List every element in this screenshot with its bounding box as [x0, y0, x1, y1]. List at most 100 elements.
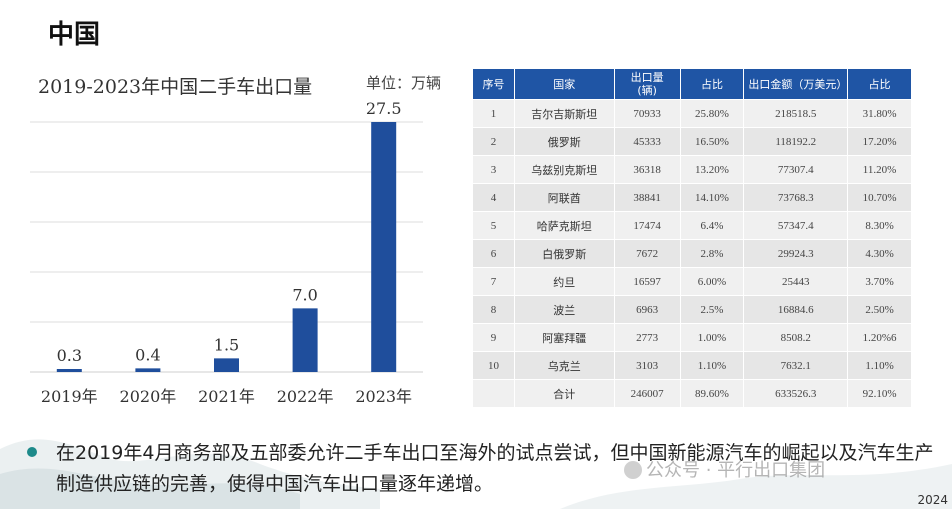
cell-volume-share: 2.5% [679, 295, 745, 324]
cell-volume-share: 6.00% [679, 267, 745, 296]
cell-amount-share: 2.50% [847, 295, 912, 324]
cell-amount: 633526.3 [743, 379, 849, 408]
table-header-row: 序号 国家 出口量 (辆) 占比 出口金额（万美元） 占比 [472, 68, 912, 100]
cell-country: 乌兹别克斯坦 [513, 155, 615, 184]
cell-amount: 8508.2 [743, 323, 849, 352]
cell-index: 10 [472, 351, 515, 380]
cell-amount: 218518.5 [743, 99, 849, 128]
cell-index: 1 [472, 99, 515, 128]
table-row: 3 乌兹别克斯坦 36318 13.20% 77307.4 11.20% [472, 155, 912, 184]
export-table: 序号 国家 出口量 (辆) 占比 出口金额（万美元） 占比 1 吉尔吉斯斯坦 709… [472, 68, 912, 408]
bar-2023年 [371, 122, 397, 372]
table-row: 9 阿塞拜疆 2773 1.00% 8508.2 1.20%6 [472, 323, 912, 352]
cell-country: 白俄罗斯 [513, 239, 615, 268]
cell-volume: 246007 [613, 379, 681, 408]
table-row: 4 阿联酋 38841 14.10% 73768.3 10.70% [472, 183, 912, 212]
cell-amount: 73768.3 [743, 183, 849, 212]
table-row: 1 吉尔吉斯斯坦 70933 25.80% 218518.5 31.80% [472, 99, 912, 128]
cell-index: 9 [472, 323, 515, 352]
table-row: 2 俄罗斯 45333 16.50% 118192.2 17.20% [472, 127, 912, 156]
cell-volume-share: 89.60% [679, 379, 745, 408]
footer-mark: 2024 [917, 493, 948, 507]
cell-volume-share: 25.80% [679, 99, 745, 128]
cell-volume: 16597 [613, 267, 681, 296]
table-row: 8 波兰 6963 2.5% 16884.6 2.50% [472, 295, 912, 324]
cell-index [472, 379, 515, 408]
bullet-text: 在2019年4月商务部及五部委允许二手车出口至海外的试点尝试，但中国新能源汽车的… [56, 442, 934, 495]
x-tick-label: 2022年 [277, 387, 334, 406]
cell-amount-share: 4.30% [847, 239, 912, 268]
cell-country: 哈萨克斯坦 [513, 211, 615, 240]
watermark-text: 公众号 · 平行出口集团 [646, 460, 826, 481]
cell-amount-share: 1.20%6 [847, 323, 912, 352]
cell-amount-share: 17.20% [847, 127, 912, 156]
table-row: 7 约旦 16597 6.00% 25443 3.70% [472, 267, 912, 296]
chart-canvas: 0.3 2019年 0.4 2020年 1.5 2021年 7.0 2022年 27.5 2023… [30, 99, 423, 406]
x-tick-label: 2020年 [120, 387, 177, 406]
cell-volume: 36318 [613, 155, 681, 184]
cell-amount-share: 11.20% [847, 155, 912, 184]
bar-2020年 [135, 368, 161, 372]
chart-title: 2019-2023年中国二手车出口量 [38, 76, 313, 98]
cell-volume-share: 13.20% [679, 155, 745, 184]
table-row: 5 哈萨克斯坦 17474 6.4% 57347.4 8.30% [472, 211, 912, 240]
watermark: 公众号 · 平行出口集团 [624, 456, 825, 482]
data-label: 1.5 [214, 335, 239, 354]
x-tick-label: 2021年 [198, 387, 255, 406]
cell-amount: 25443 [743, 267, 849, 296]
cell-country: 合计 [513, 379, 615, 408]
x-tick-label: 2019年 [41, 387, 98, 406]
cell-volume: 38841 [613, 183, 681, 212]
cell-volume: 7672 [613, 239, 681, 268]
cell-country: 波兰 [513, 295, 615, 324]
cell-volume-share: 1.00% [679, 323, 745, 352]
cell-index: 7 [472, 267, 515, 296]
data-label: 7.0 [292, 285, 317, 304]
cell-country: 吉尔吉斯斯坦 [513, 99, 615, 128]
cell-index: 6 [472, 239, 515, 268]
cell-volume-share: 14.10% [679, 183, 745, 212]
cell-volume-share: 16.50% [679, 127, 745, 156]
cell-country: 俄罗斯 [513, 127, 615, 156]
data-label: 0.3 [57, 346, 82, 365]
cell-volume-share: 6.4% [679, 211, 745, 240]
data-label: 27.5 [366, 99, 402, 118]
table-row: 6 白俄罗斯 7672 2.8% 29924.3 4.30% [472, 239, 912, 268]
cell-country: 乌克兰 [513, 351, 615, 380]
header-amount: 出口金额（万美元） [743, 68, 849, 100]
bar-2019年 [56, 369, 82, 372]
bullet-dot [27, 447, 37, 457]
cell-amount-share: 92.10% [847, 379, 912, 408]
cell-amount: 7632.1 [743, 351, 849, 380]
cell-volume-share: 1.10% [679, 351, 745, 380]
cell-index: 2 [472, 127, 515, 156]
cell-amount: 57347.4 [743, 211, 849, 240]
page-title: 中国 [48, 20, 101, 50]
wechat-icon [624, 461, 642, 479]
header-amount-share: 占比 [847, 68, 912, 100]
cell-country: 约旦 [513, 267, 615, 296]
bar-2021年 [214, 358, 239, 372]
header-index: 序号 [472, 68, 515, 100]
cell-country: 阿联酋 [513, 183, 615, 212]
data-label: 0.4 [135, 345, 160, 364]
cell-amount-share: 31.80% [847, 99, 912, 128]
cell-index: 8 [472, 295, 515, 324]
cell-index: 3 [472, 155, 515, 184]
table-body: 1 吉尔吉斯斯坦 70933 25.80% 218518.5 31.80% 2 俄罗斯 4533… [472, 99, 912, 408]
cell-volume: 6963 [613, 295, 681, 324]
table-row: 10 乌克兰 3103 1.10% 7632.1 1.10% [472, 351, 912, 380]
cell-volume: 17474 [613, 211, 681, 240]
cell-amount-share: 1.10% [847, 351, 912, 380]
header-country: 国家 [513, 68, 615, 100]
cell-amount-share: 3.70% [847, 267, 912, 296]
cell-index: 4 [472, 183, 515, 212]
cell-amount-share: 10.70% [847, 183, 912, 212]
cell-volume: 45333 [613, 127, 681, 156]
header-volume-share: 占比 [679, 68, 745, 100]
x-tick-label: 2023年 [355, 387, 412, 406]
cell-amount: 77307.4 [743, 155, 849, 184]
cell-volume-share: 2.8% [679, 239, 745, 268]
cell-amount: 16884.6 [743, 295, 849, 324]
header-volume: 出口量 (辆) [613, 68, 681, 100]
